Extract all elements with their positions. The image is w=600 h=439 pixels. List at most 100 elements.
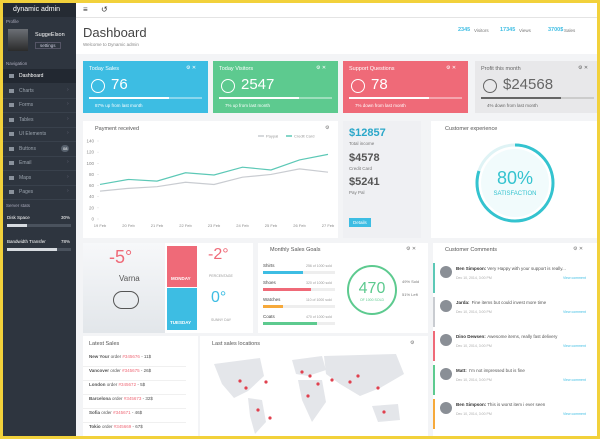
card-controls: ⚙ ✕: [186, 65, 197, 71]
sale-word: order: [101, 424, 113, 429]
nav-label[interactable]: Pages: [19, 189, 34, 195]
gauge-ring: [347, 265, 397, 315]
sale-city: Sofia: [89, 410, 101, 415]
page-title: Dashboard: [83, 25, 147, 40]
goal-fill: [263, 305, 283, 308]
card-controls: ⚙ ✕: [316, 65, 327, 71]
card-fill: [219, 97, 299, 99]
sale-row: New Your order #345676 - 11$: [89, 354, 151, 359]
weather-photo: [83, 243, 165, 333]
nav-label[interactable]: Dashboard: [19, 73, 44, 79]
settings-button[interactable]: settings: [35, 42, 61, 49]
gauge-value: 470: [359, 280, 386, 297]
comment-link[interactable]: View comment: [563, 310, 586, 314]
nav-label[interactable]: UI Elements: [19, 131, 47, 137]
nav-item[interactable]: Email ›: [3, 156, 76, 171]
sale-city: Barcelona: [89, 396, 111, 401]
sale-id: #345672: [118, 382, 137, 387]
goal-note: 256 of 1000 sold: [306, 263, 332, 268]
card-controls: ⚙ ✕: [446, 65, 457, 71]
card-note: 7% down from last month: [355, 103, 406, 108]
comment-avatar: [440, 266, 452, 278]
location-dot: [330, 378, 334, 382]
card-icon: [351, 79, 365, 93]
nav-item[interactable]: Pages ›: [3, 185, 76, 200]
goal-fill: [263, 322, 317, 325]
goal-note: 110 of 1000 sold: [306, 297, 332, 302]
row-divider: [83, 436, 186, 437]
sale-id: #345673: [123, 396, 142, 401]
nav-label[interactable]: Tables: [19, 116, 34, 123]
row-divider: [83, 422, 186, 423]
continent: [214, 358, 264, 398]
nav-icon: [9, 175, 14, 180]
brand: dynamic admin: [13, 6, 61, 13]
nav-item[interactable]: Buttons 08: [3, 142, 76, 157]
y-tick-label: 120: [86, 150, 94, 155]
comment-author: Ben Simpson:: [456, 402, 487, 407]
nav-item[interactable]: Dashboard: [3, 69, 76, 83]
header-stat-label: Sales: [564, 27, 576, 33]
income-value: $4578: [349, 152, 380, 164]
sale-amount: - 5$: [137, 382, 146, 387]
comment-link[interactable]: View comment: [563, 344, 586, 348]
comment-link[interactable]: View comment: [563, 276, 586, 280]
nav-item[interactable]: Maps ›: [3, 171, 76, 186]
nav-icon: [9, 161, 14, 165]
card-title: Profit this month: [481, 66, 521, 72]
goals-panel: Monthly Sales Goals ⚙ ✕ Shirts 256 of 1000 …: [258, 243, 428, 333]
avatar: [8, 29, 28, 51]
nav-item[interactable]: UI Elements ›: [3, 127, 76, 142]
nav-label[interactable]: Forms: [19, 102, 34, 108]
nav-arrow: ›: [67, 130, 69, 136]
comment-accent: [433, 263, 435, 293]
history-icon[interactable]: ↺: [101, 5, 108, 14]
continent: [372, 404, 400, 422]
income-value: $5241: [349, 176, 380, 188]
nav-item[interactable]: Charts ›: [3, 84, 76, 99]
card-value: 78: [371, 76, 388, 93]
comment-link[interactable]: View comment: [563, 412, 586, 416]
panel-controls: ⚙ ✕: [573, 246, 584, 252]
nav-item[interactable]: Forms ›: [3, 98, 76, 113]
location-dot: [348, 380, 352, 384]
income-total: $12857: [349, 127, 386, 139]
series-line: [99, 168, 329, 192]
sale-city: Vancover: [89, 368, 110, 373]
x-tick-label: 21 Feb: [151, 223, 164, 228]
nav-label[interactable]: Maps: [19, 174, 32, 181]
nav-item[interactable]: Tables ›: [3, 113, 76, 128]
comment-link[interactable]: View comment: [563, 378, 586, 382]
nav-label[interactable]: Email: [19, 160, 32, 166]
location-dot: [268, 416, 272, 420]
nav-arrow: ›: [67, 101, 69, 107]
comment-text: This is worst item i ever seen: [487, 402, 546, 407]
card-note: 7% up from last month: [225, 103, 271, 108]
comment-text: Fine items but could invest more time: [471, 300, 547, 305]
y-tick-label: 140: [86, 139, 94, 144]
experience-panel: Customer experience 80% SATISFACTION: [431, 121, 597, 238]
nav-label[interactable]: Charts: [19, 87, 34, 94]
panel-controls: ⚙: [410, 340, 415, 346]
map-panel: Last sales locations ⚙: [200, 336, 428, 436]
gauge-legend: 49% Sold: [402, 279, 419, 284]
details-button[interactable]: Details: [349, 218, 371, 227]
card-fill: [89, 97, 169, 99]
card-icon: [91, 79, 105, 93]
cloud-icon: [113, 291, 139, 309]
nav-icon: [9, 74, 14, 78]
menu-icon[interactable]: ≡: [83, 5, 88, 14]
world-map: [214, 354, 404, 434]
location-dot: [376, 386, 380, 390]
latest-panel: Latest Sales New Your order #345676 - 11$…: [83, 336, 198, 437]
nav-icon: [9, 117, 14, 122]
nav-label[interactable]: Buttons: [19, 145, 36, 152]
comment-text: Awesome items, really fast delivery: [487, 334, 558, 339]
sale-id: #345669: [113, 424, 132, 429]
sale-word: order: [110, 368, 121, 373]
income-label: Pay Pal: [349, 190, 365, 195]
y-tick-label: 0: [91, 217, 94, 222]
panel-title: Monthly Sales Goals: [270, 247, 321, 253]
card-fill: [481, 97, 561, 99]
